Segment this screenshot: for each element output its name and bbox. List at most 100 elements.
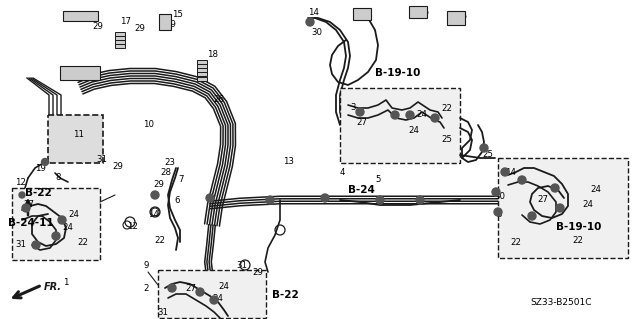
- Bar: [115, 44, 125, 48]
- Text: 30: 30: [494, 192, 505, 201]
- Text: 21: 21: [72, 15, 83, 24]
- Circle shape: [321, 194, 329, 202]
- Text: SZ33-B2501C: SZ33-B2501C: [530, 298, 591, 307]
- Circle shape: [494, 208, 502, 216]
- Bar: [158, 270, 266, 318]
- Text: 8: 8: [55, 173, 61, 182]
- Bar: [409, 6, 427, 18]
- Text: 4: 4: [340, 168, 346, 177]
- Circle shape: [480, 144, 488, 152]
- Text: B-24: B-24: [348, 185, 375, 195]
- Text: 24: 24: [582, 200, 593, 209]
- Text: 24: 24: [408, 126, 419, 135]
- Text: 3: 3: [350, 103, 355, 112]
- Circle shape: [168, 284, 176, 292]
- Bar: [63, 11, 97, 21]
- Text: 24: 24: [590, 185, 601, 194]
- Circle shape: [492, 188, 500, 196]
- Bar: [12, 188, 100, 260]
- Bar: [197, 72, 207, 76]
- Bar: [115, 40, 125, 44]
- Bar: [60, 66, 100, 80]
- Text: 29: 29: [252, 268, 263, 277]
- Circle shape: [42, 159, 49, 166]
- Text: 24: 24: [62, 223, 73, 232]
- Text: 22: 22: [441, 104, 452, 113]
- Text: 23: 23: [164, 158, 175, 167]
- Circle shape: [32, 241, 40, 249]
- Bar: [447, 11, 465, 25]
- Text: 7: 7: [178, 175, 184, 184]
- Bar: [197, 64, 207, 68]
- Circle shape: [518, 176, 526, 184]
- Text: 15: 15: [172, 10, 183, 19]
- Text: B-22: B-22: [25, 188, 52, 198]
- Text: 14: 14: [148, 210, 159, 219]
- Text: 1: 1: [63, 278, 68, 287]
- Circle shape: [22, 204, 30, 212]
- Circle shape: [356, 108, 364, 116]
- Text: 28: 28: [160, 168, 171, 177]
- Text: 31: 31: [236, 261, 247, 270]
- Text: 27: 27: [356, 118, 367, 127]
- Text: 14: 14: [505, 168, 516, 177]
- Text: 18: 18: [207, 50, 218, 59]
- Bar: [197, 68, 207, 72]
- Text: 24: 24: [212, 294, 223, 303]
- Text: 11: 11: [73, 130, 84, 139]
- Text: 13: 13: [283, 157, 294, 166]
- Text: 31: 31: [15, 240, 26, 249]
- Text: 29: 29: [165, 20, 176, 29]
- Text: 12: 12: [15, 178, 26, 187]
- Text: 22: 22: [572, 236, 583, 245]
- Text: FR.: FR.: [44, 282, 62, 292]
- Text: 10: 10: [143, 120, 154, 129]
- Text: 29: 29: [153, 180, 164, 189]
- Text: 22: 22: [77, 238, 88, 247]
- Circle shape: [266, 196, 274, 204]
- Bar: [115, 32, 125, 35]
- Text: 31: 31: [96, 155, 107, 164]
- Text: 16: 16: [456, 12, 467, 21]
- Bar: [115, 36, 125, 40]
- Bar: [498, 158, 628, 258]
- Text: 31: 31: [157, 308, 168, 317]
- Circle shape: [416, 196, 424, 204]
- Bar: [197, 77, 207, 80]
- Text: 24: 24: [68, 210, 79, 219]
- Text: 25: 25: [482, 150, 493, 159]
- Text: 16: 16: [361, 8, 372, 17]
- Text: 17: 17: [120, 17, 131, 26]
- Circle shape: [306, 18, 314, 26]
- Circle shape: [431, 114, 439, 122]
- Text: 19: 19: [35, 164, 46, 173]
- Bar: [340, 88, 460, 163]
- Circle shape: [556, 204, 564, 212]
- Circle shape: [52, 232, 60, 240]
- Text: 24: 24: [218, 282, 229, 291]
- Circle shape: [391, 111, 399, 119]
- Text: 29: 29: [134, 24, 145, 33]
- Circle shape: [196, 288, 204, 296]
- Text: 12: 12: [127, 222, 138, 231]
- Text: 25: 25: [441, 135, 452, 144]
- Text: 9: 9: [144, 261, 149, 270]
- Text: 14: 14: [308, 8, 319, 17]
- Text: 22: 22: [510, 238, 521, 247]
- Bar: [159, 14, 171, 30]
- Text: 26: 26: [213, 95, 224, 104]
- Text: 27: 27: [23, 200, 34, 209]
- Text: B-19-10: B-19-10: [375, 68, 420, 78]
- Circle shape: [210, 296, 218, 304]
- Text: B-24-11: B-24-11: [8, 218, 54, 228]
- Text: 29: 29: [92, 22, 103, 31]
- Circle shape: [376, 196, 384, 204]
- Text: 27: 27: [185, 284, 196, 293]
- Text: 30: 30: [311, 28, 322, 37]
- Text: 3: 3: [496, 210, 502, 219]
- Circle shape: [151, 191, 159, 199]
- Circle shape: [19, 192, 25, 198]
- Circle shape: [528, 212, 536, 220]
- Text: 2: 2: [143, 284, 148, 293]
- Text: 6: 6: [174, 196, 179, 205]
